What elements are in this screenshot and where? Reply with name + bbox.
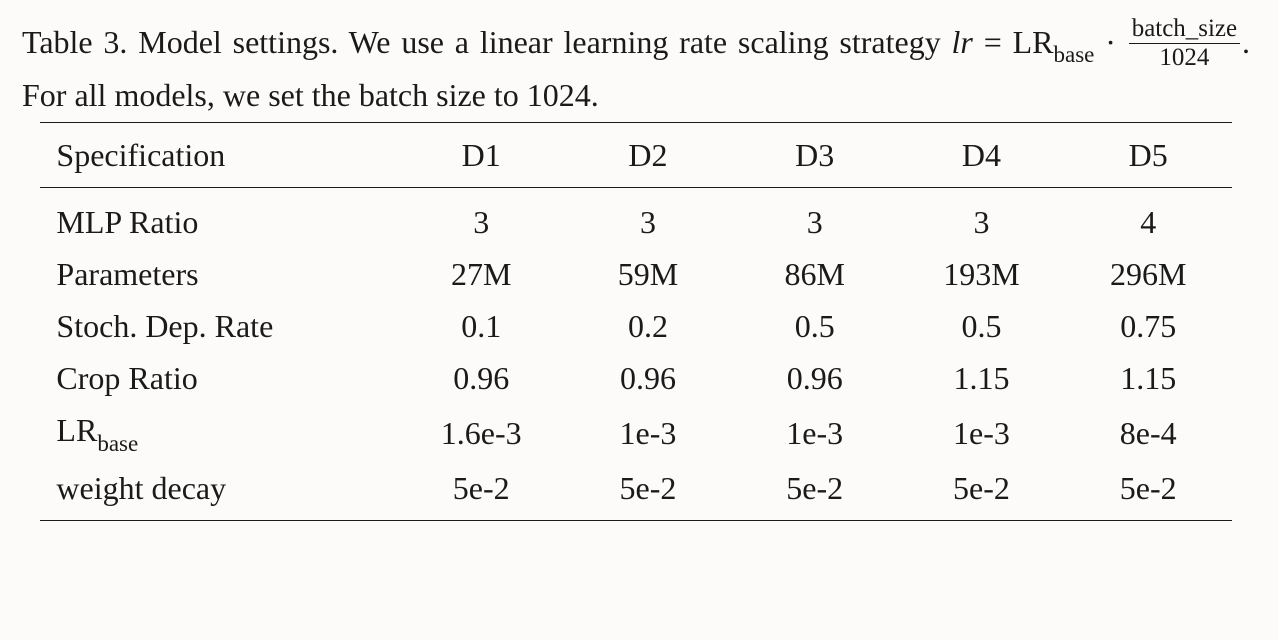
cell-value: 0.2	[565, 300, 732, 352]
cell-value: 0.1	[398, 300, 565, 352]
cell-value: 5e-2	[398, 462, 565, 521]
cell-value: 1.6e-3	[398, 404, 565, 461]
row-label: Stoch. Dep. Rate	[40, 300, 397, 352]
cell-value: 3	[565, 187, 732, 248]
col-header-d4: D4	[898, 122, 1065, 187]
cell-value: 5e-2	[898, 462, 1065, 521]
cell-value: 4	[1065, 187, 1232, 248]
fraction-denominator: 1024	[1129, 44, 1240, 71]
cell-value: 1.15	[1065, 352, 1232, 404]
model-settings-table: Specification D1 D2 D3 D4 D5 MLP Ratio33…	[40, 122, 1231, 521]
col-header-d5: D5	[1065, 122, 1232, 187]
fraction-numerator: batch_size	[1129, 16, 1240, 44]
col-header-spec: Specification	[40, 122, 397, 187]
row-label: weight decay	[40, 462, 397, 521]
cell-value: 59M	[565, 248, 732, 300]
row-label: Crop Ratio	[40, 352, 397, 404]
cell-value: 3	[731, 187, 898, 248]
caption-lr-var: lr	[952, 24, 973, 60]
caption-prefix: Table 3. Model settings. We use a linear…	[22, 24, 952, 60]
row-label-subscript: base	[97, 430, 138, 456]
caption-dot: ·	[1094, 24, 1126, 60]
cell-value: 8e-4	[1065, 404, 1232, 461]
table-row: Crop Ratio0.960.960.961.151.15	[40, 352, 1231, 404]
cell-value: 0.96	[565, 352, 732, 404]
cell-value: 5e-2	[731, 462, 898, 521]
cell-value: 0.96	[398, 352, 565, 404]
cell-value: 27M	[398, 248, 565, 300]
table-caption: Table 3. Model settings. We use a linear…	[22, 18, 1250, 118]
table-header-row: Specification D1 D2 D3 D4 D5	[40, 122, 1231, 187]
cell-value: 0.96	[731, 352, 898, 404]
cell-value: 296M	[1065, 248, 1232, 300]
cell-value: 86M	[731, 248, 898, 300]
cell-value: 3	[898, 187, 1065, 248]
table-row: Stoch. Dep. Rate0.10.20.50.50.75	[40, 300, 1231, 352]
cell-value: 5e-2	[565, 462, 732, 521]
cell-value: 0.5	[898, 300, 1065, 352]
cell-value: 1.15	[898, 352, 1065, 404]
cell-value: 3	[398, 187, 565, 248]
caption-equals: = LR	[973, 24, 1054, 60]
cell-value: 0.5	[731, 300, 898, 352]
row-label: LRbase	[40, 404, 397, 461]
table-body: MLP Ratio33334Parameters27M59M86M193M296…	[40, 187, 1231, 520]
table-row: MLP Ratio33334	[40, 187, 1231, 248]
caption-lr-sub: base	[1053, 41, 1094, 67]
cell-value: 5e-2	[1065, 462, 1232, 521]
cell-value: 0.75	[1065, 300, 1232, 352]
row-label: Parameters	[40, 248, 397, 300]
col-header-d3: D3	[731, 122, 898, 187]
table-row: weight decay5e-25e-25e-25e-25e-2	[40, 462, 1231, 521]
cell-value: 1e-3	[731, 404, 898, 461]
cell-value: 1e-3	[565, 404, 732, 461]
table-row: LRbase1.6e-31e-31e-31e-38e-4	[40, 404, 1231, 461]
col-header-d2: D2	[565, 122, 732, 187]
row-label-text: LR	[56, 412, 97, 448]
cell-value: 1e-3	[898, 404, 1065, 461]
table-row: Parameters27M59M86M193M296M	[40, 248, 1231, 300]
col-header-d1: D1	[398, 122, 565, 187]
row-label: MLP Ratio	[40, 187, 397, 248]
cell-value: 193M	[898, 248, 1065, 300]
caption-fraction: batch_size1024	[1129, 16, 1240, 71]
